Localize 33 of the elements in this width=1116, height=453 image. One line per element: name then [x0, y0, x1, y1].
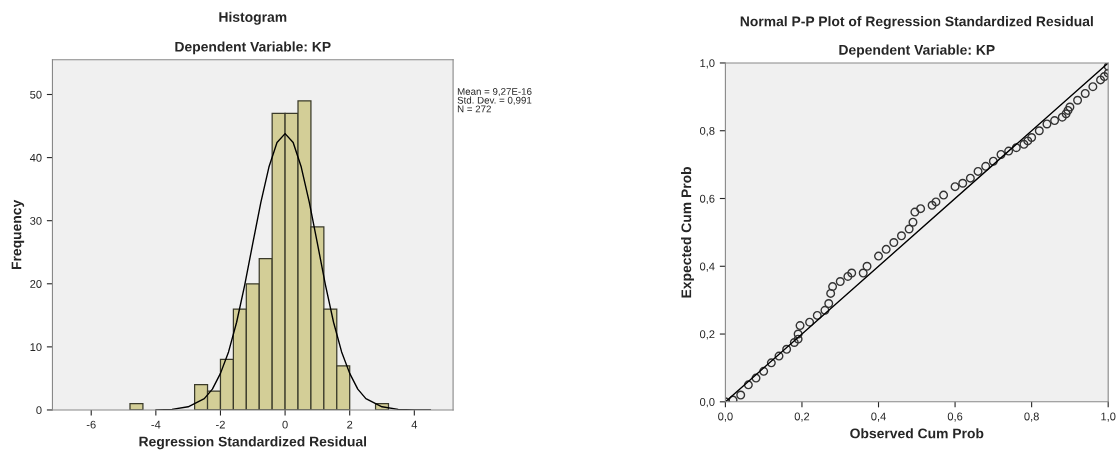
y-tick-label: 0,6 [699, 194, 715, 204]
y-tick-label: 50 [30, 90, 42, 99]
y-tick-label: 1,0 [700, 59, 715, 69]
x-tick-label: 0,0 [718, 412, 733, 422]
x-tick-label: 0,8 [1024, 412, 1039, 422]
y-tick-label: 0,8 [699, 127, 715, 137]
x-axis-title: Regression Standardized Residual [139, 436, 367, 450]
x-tick-label: 1,0 [1101, 412, 1116, 422]
x-tick-label: 0,6 [947, 412, 963, 422]
y-tick-label: 0,2 [699, 330, 715, 340]
x-tick-label: -6 [86, 420, 96, 429]
y-tick-label: 30 [30, 216, 42, 225]
y-axis-title: Frequency [11, 199, 25, 270]
y-axis-title: Expected Cum Prob [681, 166, 694, 298]
chart-title: Histogram [219, 11, 287, 25]
y-tick-label: 0,4 [699, 262, 715, 272]
x-tick-label: 0 [282, 420, 288, 429]
x-tick-label: -2 [216, 420, 225, 429]
y-tick-label: 20 [30, 280, 42, 288]
x-axis-title: Observed Cum Prob [850, 428, 984, 439]
text: Mean = 9,27E-16 Std. Dev. = 0,991 N = 272 [457, 88, 532, 113]
x-tick-label: 0,4 [871, 412, 886, 422]
chart-subtitle: Dependent Variable: KP [175, 41, 331, 55]
chart-title: Normal P-P Plot of Regression Standardized Residual [740, 16, 1093, 30]
y-tick-label: 0,0 [699, 398, 715, 408]
chart-subtitle: Dependent Variable: KP [839, 44, 995, 58]
x-tick-label: -4 [151, 420, 161, 429]
x-tick-label: 4 [411, 420, 418, 429]
y-tick-label: 10 [30, 343, 42, 352]
x-tick-label: 0,2 [794, 412, 810, 422]
y-tick-label: 40 [29, 153, 42, 162]
x-tick-label: 2 [347, 420, 353, 429]
y-tick-label: 0 [36, 406, 42, 415]
